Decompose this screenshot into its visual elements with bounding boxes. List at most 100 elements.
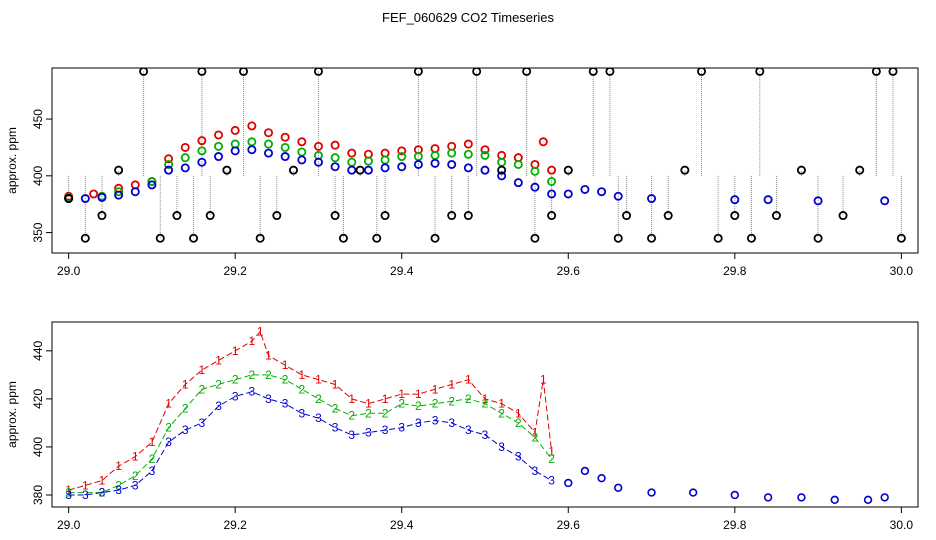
x-tick-label: 29.6 xyxy=(557,264,581,278)
data-point xyxy=(480,145,490,155)
data-point-label: 2 xyxy=(298,382,305,396)
data-point xyxy=(813,233,823,243)
y-axis-title: approx. ppm xyxy=(5,381,19,448)
data-point xyxy=(746,233,756,243)
data-point xyxy=(597,187,607,197)
data-point xyxy=(114,190,124,200)
data-point xyxy=(272,211,282,221)
y-tick-label: 400 xyxy=(31,165,45,185)
x-tick-label: 29.2 xyxy=(224,264,248,278)
data-point-label: 1 xyxy=(365,397,372,411)
data-point-label: 1 xyxy=(382,392,389,406)
x-tick-label: 30.0 xyxy=(890,264,914,278)
data-point xyxy=(363,165,373,175)
data-point-label: 2 xyxy=(149,452,156,466)
plot-frame xyxy=(51,67,919,254)
data-point xyxy=(330,162,340,172)
data-point xyxy=(605,68,615,76)
data-point xyxy=(647,233,657,243)
data-point-label: 2 xyxy=(382,406,389,420)
data-point xyxy=(530,182,540,192)
data-point-label: 1 xyxy=(540,373,547,387)
data-point xyxy=(155,233,165,243)
data-point xyxy=(413,68,423,76)
data-point-label: 2 xyxy=(115,478,122,492)
y-tick-label: 420 xyxy=(31,389,45,409)
series-line xyxy=(68,330,553,491)
data-point xyxy=(147,176,157,186)
plot-area xyxy=(64,68,906,243)
data-point xyxy=(114,165,124,175)
data-point xyxy=(214,152,224,162)
data-point-label: 2 xyxy=(398,397,405,411)
data-point xyxy=(796,165,806,175)
data-point xyxy=(330,211,340,221)
data-point xyxy=(313,157,323,167)
plot-frame xyxy=(51,321,919,508)
data-point-label: 1 xyxy=(398,387,405,401)
x-tick-label: 29.0 xyxy=(57,518,81,532)
data-point xyxy=(239,68,249,76)
data-point xyxy=(838,211,848,221)
data-point-label: 3 xyxy=(415,416,422,430)
data-point xyxy=(280,152,290,162)
data-point xyxy=(463,163,473,173)
data-point-label: 3 xyxy=(332,421,339,435)
data-point xyxy=(563,165,573,175)
data-point-label: 3 xyxy=(215,399,222,413)
data-point xyxy=(597,473,606,483)
data-point xyxy=(263,148,273,158)
data-point-label: 2 xyxy=(332,401,339,415)
data-point xyxy=(896,233,906,243)
data-point-label: 2 xyxy=(482,397,489,411)
data-point xyxy=(197,146,207,156)
data-point xyxy=(297,155,307,165)
data-point xyxy=(463,149,473,159)
data-point xyxy=(380,163,390,173)
data-point-label: 2 xyxy=(232,373,239,387)
data-point-label: 1 xyxy=(282,358,289,372)
data-point xyxy=(830,495,839,504)
data-point xyxy=(189,233,199,243)
data-point xyxy=(888,68,898,76)
data-point xyxy=(297,137,307,147)
data-point xyxy=(247,121,257,131)
data-point-label: 1 xyxy=(82,478,89,492)
data-point-label: 2 xyxy=(99,486,106,500)
data-point xyxy=(713,233,723,243)
x-tick-label: 30.0 xyxy=(890,518,914,532)
y-axis-title: approx. ppm xyxy=(5,127,19,194)
data-point-label: 1 xyxy=(465,373,472,387)
data-point xyxy=(730,195,740,205)
y-tick-label: 400 xyxy=(31,437,45,457)
data-point xyxy=(297,147,307,157)
data-point-label: 3 xyxy=(199,416,206,430)
data-point xyxy=(547,211,557,221)
data-point xyxy=(313,68,323,76)
data-point-label: 3 xyxy=(65,488,72,502)
data-point xyxy=(164,165,174,175)
data-point xyxy=(280,142,290,152)
data-point xyxy=(214,130,224,140)
data-point xyxy=(330,153,340,163)
chart-title: FEF_060629 CO2 Timeseries xyxy=(382,10,554,25)
data-point xyxy=(355,165,365,175)
data-point-label: 3 xyxy=(365,426,372,440)
data-point xyxy=(513,159,523,169)
data-point-label: 2 xyxy=(365,406,372,420)
data-point xyxy=(380,211,390,221)
data-point xyxy=(255,233,265,243)
data-point xyxy=(880,493,889,502)
data-point xyxy=(114,187,124,197)
data-point xyxy=(447,159,457,169)
data-point xyxy=(197,157,207,167)
x-tick-label: 29.4 xyxy=(390,264,414,278)
data-point-label: 3 xyxy=(232,389,239,403)
data-point-label: 3 xyxy=(265,392,272,406)
data-point xyxy=(680,165,690,175)
data-point xyxy=(130,187,140,197)
data-point xyxy=(480,150,490,160)
data-point xyxy=(230,146,240,156)
data-point-label: 2 xyxy=(265,368,272,382)
data-point xyxy=(197,136,207,146)
